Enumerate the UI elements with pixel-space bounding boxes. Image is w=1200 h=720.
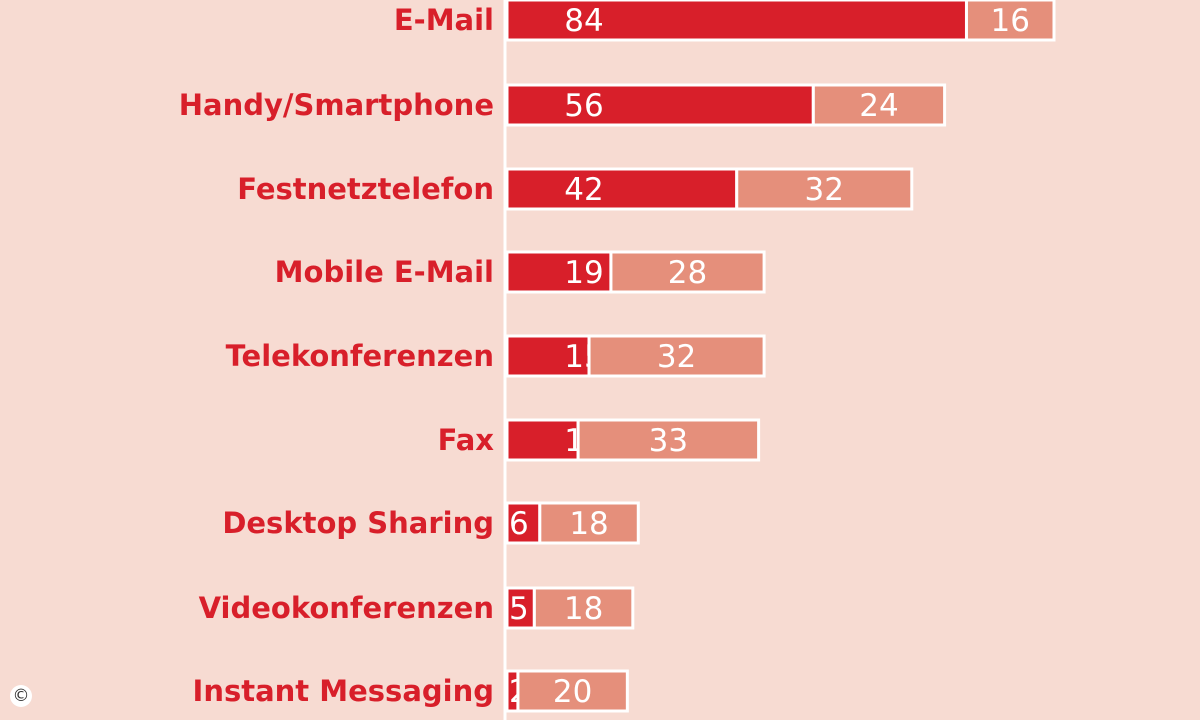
- bar-value-label: 6: [509, 506, 529, 542]
- category-label: Handy/Smartphone: [179, 88, 494, 122]
- bar-value-label: 33: [649, 423, 688, 459]
- bar-segment-series-2: [609, 250, 766, 294]
- bar-value-label: 84: [564, 3, 603, 39]
- bar-value-label: 20: [553, 674, 592, 710]
- bar-segment-series-1: [505, 83, 815, 127]
- bar-segment-series-2: [964, 0, 1056, 42]
- copyright-icon: ©: [10, 685, 32, 707]
- bar-value-label: 32: [657, 339, 696, 375]
- bar-segment-series-2: [735, 167, 914, 211]
- bar-value-label: 18: [569, 506, 608, 542]
- category-label: E-Mail: [394, 3, 494, 37]
- category-labels: E-Mail Handy/Smartphone Festnetztelefon Mob…: [179, 3, 495, 708]
- bar-value-label: 18: [564, 591, 603, 627]
- bars: 841656244232192815321333618518220: [505, 0, 1056, 713]
- bar-value-label: 32: [805, 172, 844, 208]
- bar-value-label: 42: [564, 172, 603, 208]
- category-label: Telekonferenzen: [226, 339, 494, 373]
- bar-value-label: 19: [564, 255, 603, 291]
- bar-value-label: 16: [991, 3, 1030, 39]
- bar-segment-series-1: [505, 0, 968, 42]
- bar-segment-series-1: [505, 418, 580, 462]
- bar-value-label: 5: [509, 591, 529, 627]
- category-label: Videokonferenzen: [199, 591, 494, 625]
- bar-segment-series-2: [576, 418, 761, 462]
- bar-segment-series-1: [505, 586, 536, 630]
- bar-segment-series-1: [505, 167, 739, 211]
- bar-segment-series-2: [811, 83, 947, 127]
- bar-segment-series-2: [516, 669, 629, 713]
- category-label: Mobile E-Mail: [275, 255, 494, 289]
- bar-value-label: 56: [564, 88, 603, 124]
- category-label: Desktop Sharing: [222, 506, 494, 540]
- bar-segment-series-2: [538, 501, 640, 545]
- category-label: Festnetztelefon: [237, 172, 494, 206]
- category-label: Instant Messaging: [193, 674, 494, 708]
- bar-value-label: 24: [859, 88, 898, 124]
- bar-segment-series-2: [587, 334, 766, 378]
- category-label: Fax: [438, 423, 495, 457]
- bar-value-label: 28: [668, 255, 707, 291]
- bar-segment-series-2: [532, 586, 635, 630]
